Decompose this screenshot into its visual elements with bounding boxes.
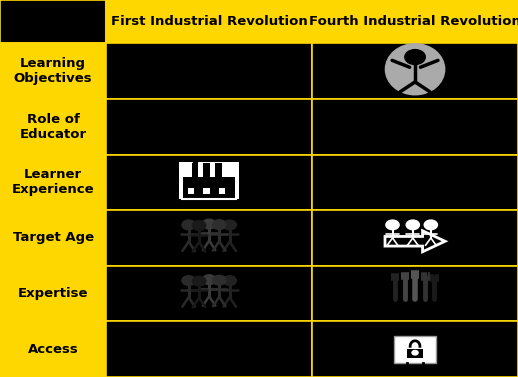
Circle shape bbox=[223, 220, 236, 230]
Bar bbox=[0, 0, 106, 43]
Text: Target Age: Target Age bbox=[12, 231, 94, 244]
Text: Fourth Industrial Revolution: Fourth Industrial Revolution bbox=[309, 15, 518, 28]
Circle shape bbox=[212, 275, 226, 285]
Bar bbox=[192, 162, 198, 177]
Bar bbox=[179, 162, 239, 199]
Circle shape bbox=[412, 351, 418, 355]
Bar bbox=[215, 162, 222, 177]
Bar bbox=[106, 266, 312, 321]
Text: Learner
Experience: Learner Experience bbox=[12, 169, 94, 196]
Circle shape bbox=[406, 220, 420, 230]
Text: First Industrial Revolution: First Industrial Revolution bbox=[111, 15, 308, 28]
Bar bbox=[106, 99, 312, 155]
Bar bbox=[0, 43, 106, 99]
Bar bbox=[0, 155, 106, 210]
Circle shape bbox=[424, 220, 437, 230]
Bar bbox=[407, 349, 423, 358]
Bar bbox=[312, 266, 518, 321]
Ellipse shape bbox=[385, 44, 444, 95]
Circle shape bbox=[386, 220, 399, 230]
Bar bbox=[203, 188, 210, 194]
Bar bbox=[312, 155, 518, 210]
Bar bbox=[312, 321, 518, 377]
Bar bbox=[312, 43, 518, 99]
Circle shape bbox=[192, 221, 206, 230]
Bar bbox=[106, 0, 312, 43]
Circle shape bbox=[405, 50, 425, 64]
Circle shape bbox=[182, 276, 195, 285]
Text: Learning
Objectives: Learning Objectives bbox=[14, 57, 92, 85]
Text: Role of
Educator: Role of Educator bbox=[20, 113, 87, 141]
Bar bbox=[219, 188, 225, 194]
Bar bbox=[204, 162, 210, 177]
Circle shape bbox=[182, 220, 195, 230]
Circle shape bbox=[203, 275, 216, 285]
Circle shape bbox=[192, 276, 206, 286]
Bar bbox=[312, 99, 518, 155]
Bar bbox=[106, 155, 312, 210]
Bar bbox=[0, 210, 106, 266]
Bar bbox=[0, 99, 106, 155]
Text: Expertise: Expertise bbox=[18, 287, 89, 300]
Bar bbox=[183, 177, 235, 198]
Bar bbox=[0, 321, 106, 377]
Bar bbox=[0, 266, 106, 321]
Text: Access: Access bbox=[28, 343, 78, 356]
Bar bbox=[106, 43, 312, 99]
Bar bbox=[106, 210, 312, 266]
Circle shape bbox=[203, 219, 216, 229]
Bar bbox=[394, 336, 436, 363]
Bar bbox=[188, 188, 194, 194]
Bar bbox=[106, 321, 312, 377]
Circle shape bbox=[212, 220, 226, 230]
Bar bbox=[312, 0, 518, 43]
Bar bbox=[312, 210, 518, 266]
Polygon shape bbox=[385, 231, 445, 252]
Circle shape bbox=[223, 276, 236, 285]
